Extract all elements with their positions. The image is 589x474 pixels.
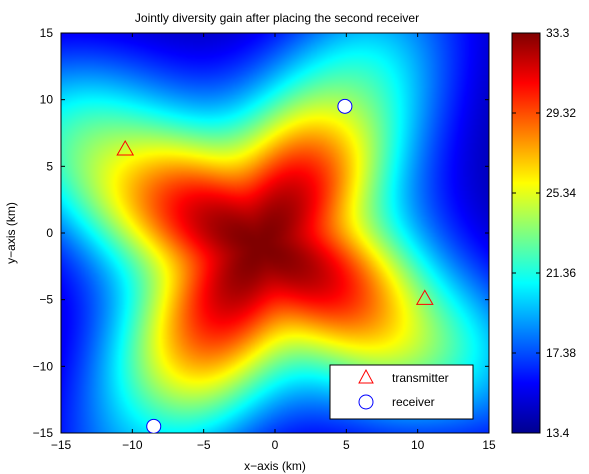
x-tick-label: 15 bbox=[482, 438, 496, 452]
colorbar-gradient bbox=[511, 32, 541, 434]
receiver-marker bbox=[146, 418, 162, 433]
x-axis-label: x−axis (km) bbox=[244, 459, 306, 473]
legend-receiver-marker bbox=[358, 394, 374, 410]
x-tick-label: −10 bbox=[122, 438, 143, 452]
legend-transmitter-label: transmitter bbox=[392, 371, 449, 385]
y-tick-label: 10 bbox=[40, 93, 54, 107]
x-tick-label: −15 bbox=[51, 438, 72, 452]
legend-transmitter-marker bbox=[358, 368, 374, 384]
chart-title: Jointly diversity gain after placing the… bbox=[135, 11, 419, 25]
y-tick-label: −10 bbox=[33, 359, 54, 373]
x-tick-label: −5 bbox=[197, 438, 211, 452]
y-tick-label: 5 bbox=[46, 159, 53, 173]
y-tick-label: −5 bbox=[39, 293, 53, 307]
y-tick-label: −15 bbox=[33, 426, 54, 440]
colorbar-tick-label: 33.3 bbox=[546, 26, 570, 40]
transmitter-marker bbox=[116, 139, 135, 156]
y-tick-label: 15 bbox=[40, 26, 54, 40]
y-axis-label: y−axis (km) bbox=[4, 202, 18, 264]
x-axis: −15 −10 −5 0 5 10 15 bbox=[51, 33, 496, 452]
transmitter-marker bbox=[415, 289, 434, 305]
markers-layer bbox=[116, 98, 434, 433]
colorbar-tick-label: 17.38 bbox=[546, 346, 576, 360]
y-axis: −15 −10 −5 0 5 10 15 bbox=[33, 26, 489, 440]
x-tick-label: 5 bbox=[343, 438, 350, 452]
colorbar-tick-label: 29.32 bbox=[546, 106, 576, 120]
legend-receiver-label: receiver bbox=[392, 395, 435, 409]
colorbar-tick-label: 25.34 bbox=[546, 186, 576, 200]
colorbar-ticks: 13.4 17.38 21.36 25.34 29.32 33.3 bbox=[512, 26, 576, 440]
colorbar-tick-label: 13.4 bbox=[546, 426, 570, 440]
colorbar: 13.4 17.38 21.36 25.34 29.32 33.3 bbox=[511, 26, 576, 440]
x-tick-label: 10 bbox=[411, 438, 425, 452]
legend-box bbox=[329, 364, 474, 420]
y-tick-label: 0 bbox=[46, 226, 53, 240]
receiver-marker bbox=[337, 98, 353, 114]
x-tick-label: 0 bbox=[272, 438, 279, 452]
colorbar-tick-label: 21.36 bbox=[546, 266, 576, 280]
legend: transmitter receiver bbox=[329, 364, 474, 420]
